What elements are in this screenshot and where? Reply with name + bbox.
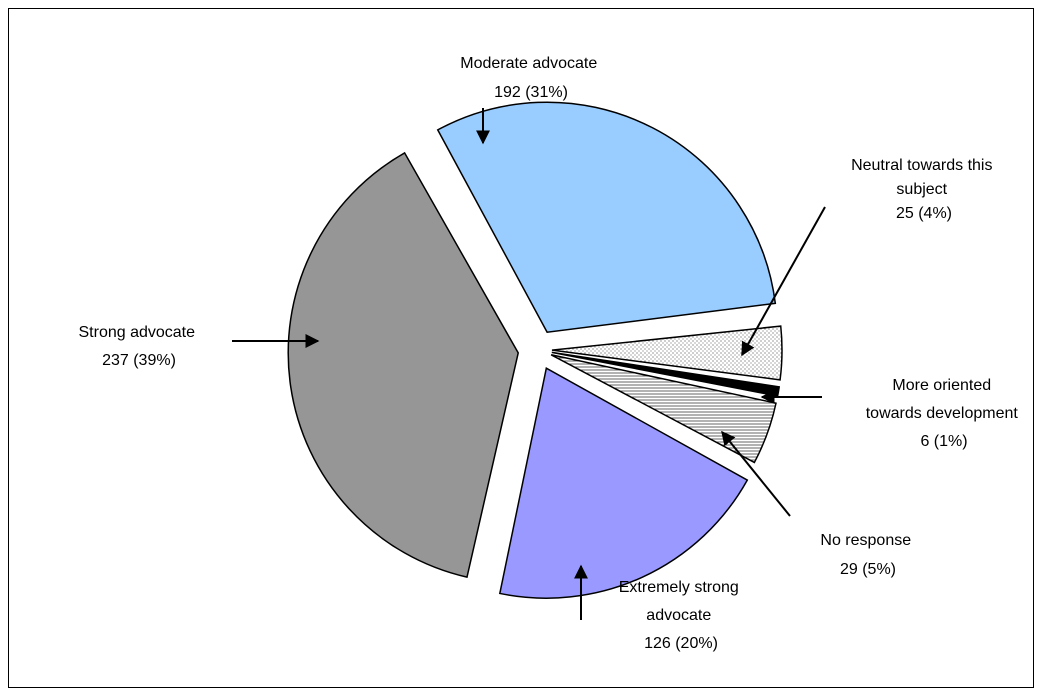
label-oriented: More oriented towards development 6 (1%) [866,377,1023,450]
label-noresp: No response 29 (5%) [820,532,915,578]
leader-neutral [741,206,826,357]
leader-lines [232,108,826,620]
pie-slice-extremely-strong-advocate [498,367,749,599]
pie-chart: Moderate advocate 192 (31%) Neutral towa… [79,55,1023,652]
slices-layer [287,101,783,599]
pie-slice-strong-advocate [287,151,520,579]
label-moderate: Moderate advocate 192 (31%) [460,55,601,101]
pie-slice-no-response [550,354,777,464]
leader-noresp [721,430,791,517]
pie-slice-moderate-advocate [436,101,777,334]
label-strong: Strong advocate 237 (39%) [79,324,200,369]
label-neutral: Neutral towards this subject 25 (4%) [851,157,997,222]
pie-slice-neutral [551,325,783,381]
label-extreme: Extremely strong advocate 126 (20%) [619,579,744,652]
